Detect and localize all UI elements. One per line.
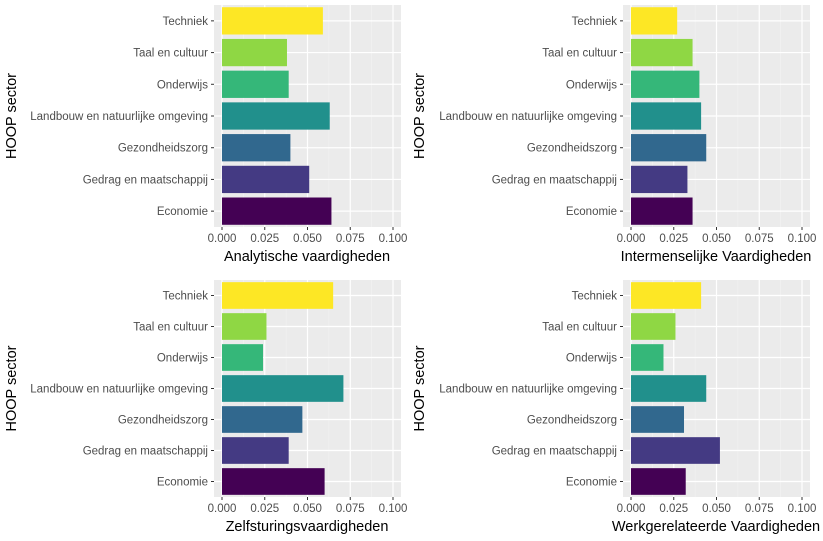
x-tick-label: 0.050	[702, 233, 731, 245]
y-tick-label: Techniek	[572, 16, 618, 28]
bar-techniek	[631, 7, 678, 35]
y-tick-label: Gezondheidszorg	[118, 415, 208, 427]
x-tick-label: 0.100	[379, 503, 408, 515]
x-axis-title: Zelfsturingsvaardigheden	[226, 519, 389, 535]
bar-economie	[222, 197, 332, 225]
x-tick-label: 0.050	[293, 503, 322, 515]
y-axis-title: HOOP sector	[412, 73, 428, 159]
y-tick-label: Gedrag en maatschappij	[83, 174, 208, 186]
bar-taal-en-cultuur	[222, 38, 287, 67]
x-axis-title: Intermenselijke Vaardigheden	[621, 249, 812, 265]
bar-economie	[222, 468, 325, 495]
y-tick-label: Onderwijs	[566, 79, 617, 91]
bar-onderwijs	[631, 344, 664, 371]
bar-onderwijs	[222, 70, 289, 98]
y-axis-title: HOOP sector	[412, 345, 428, 431]
y-tick-label: Taal en cultuur	[133, 322, 208, 334]
x-tick-label: 0.025	[659, 503, 688, 515]
y-tick-label: Economie	[566, 206, 617, 218]
x-tick-label: 0.075	[745, 503, 774, 515]
y-tick-label: Gedrag en maatschappij	[83, 446, 208, 458]
x-tick-label: 0.075	[336, 503, 365, 515]
bar-taal-en-cultuur	[222, 313, 267, 340]
x-tick-label: 0.050	[293, 233, 322, 245]
x-axis-title: Analytische vaardigheden	[224, 249, 390, 265]
x-tick-label: 0.100	[788, 233, 817, 245]
x-tick-label: 0.000	[208, 233, 237, 245]
y-tick-label: Gedrag en maatschappij	[492, 174, 617, 186]
bar-onderwijs	[631, 70, 700, 98]
y-tick-label: Techniek	[572, 291, 618, 303]
y-tick-label: Onderwijs	[157, 353, 208, 365]
y-tick-label: Economie	[157, 477, 208, 489]
chart-panel-2: Techniek Taal en cultuur Onderwijs Landbouw…	[412, 5, 816, 265]
bar-techniek	[222, 282, 334, 309]
bar-gezondheidszorg	[631, 134, 707, 162]
bar-landbouw-en-natuurlijke-omgeving	[222, 375, 344, 402]
y-tick-label: Landbouw en natuurlijke omgeving	[439, 384, 617, 396]
y-tick-label: Economie	[566, 477, 617, 489]
y-tick-label: Gedrag en maatschappij	[492, 446, 617, 458]
bar-onderwijs	[222, 344, 264, 371]
y-tick-label: Gezondheidszorg	[527, 143, 617, 155]
bar-gedrag-en-maatschappij	[222, 165, 310, 194]
y-tick-label: Taal en cultuur	[133, 48, 208, 60]
y-tick-label: Taal en cultuur	[542, 48, 617, 60]
bar-gezondheidszorg	[222, 134, 291, 162]
y-tick-label: Landbouw en natuurlijke omgeving	[439, 111, 617, 123]
x-tick-label: 0.075	[336, 233, 365, 245]
y-tick-label: Landbouw en natuurlijke omgeving	[30, 384, 208, 396]
bar-landbouw-en-natuurlijke-omgeving	[631, 375, 707, 402]
chart-panel-3: Techniek Taal en cultuur Onderwijs Landbouw…	[4, 280, 407, 535]
y-tick-label: Onderwijs	[566, 353, 617, 365]
x-tick-label: 0.025	[250, 503, 279, 515]
chart-panel-1: Techniek Taal en cultuur Onderwijs Landbouw…	[4, 5, 407, 265]
x-tick-label: 0.075	[745, 233, 774, 245]
bar-landbouw-en-natuurlijke-omgeving	[222, 102, 330, 130]
x-tick-label: 0.100	[379, 233, 408, 245]
bar-gezondheidszorg	[222, 406, 303, 433]
y-axis-title: HOOP sector	[4, 73, 20, 159]
x-axis-title: Werkgerelateerde Vaardigheden	[612, 519, 820, 535]
y-tick-label: Techniek	[163, 291, 209, 303]
x-tick-label: 0.000	[208, 503, 237, 515]
y-tick-label: Gezondheidszorg	[527, 415, 617, 427]
y-tick-label: Techniek	[163, 16, 209, 28]
y-tick-label: Onderwijs	[157, 79, 208, 91]
x-tick-label: 0.000	[617, 503, 646, 515]
chart-panel-4: Techniek Taal en cultuur Onderwijs Landbouw…	[412, 280, 820, 535]
bar-techniek	[631, 282, 702, 309]
x-tick-label: 0.050	[702, 503, 731, 515]
bar-taal-en-cultuur	[631, 313, 676, 340]
bar-economie	[631, 197, 693, 225]
x-tick-label: 0.100	[788, 503, 817, 515]
bar-taal-en-cultuur	[631, 38, 693, 67]
bar-gedrag-en-maatschappij	[631, 437, 720, 464]
y-tick-label: Gezondheidszorg	[118, 143, 208, 155]
y-axis-title: HOOP sector	[4, 345, 20, 431]
y-tick-label: Economie	[157, 206, 208, 218]
y-tick-label: Landbouw en natuurlijke omgeving	[30, 111, 208, 123]
bar-landbouw-en-natuurlijke-omgeving	[631, 102, 702, 130]
bar-gedrag-en-maatschappij	[222, 437, 289, 464]
x-tick-label: 0.025	[250, 233, 279, 245]
bar-gedrag-en-maatschappij	[631, 165, 688, 194]
x-tick-label: 0.025	[659, 233, 688, 245]
y-tick-label: Taal en cultuur	[542, 322, 617, 334]
bar-techniek	[222, 7, 323, 35]
bar-economie	[631, 468, 686, 495]
x-tick-label: 0.000	[617, 233, 646, 245]
bar-gezondheidszorg	[631, 406, 685, 433]
